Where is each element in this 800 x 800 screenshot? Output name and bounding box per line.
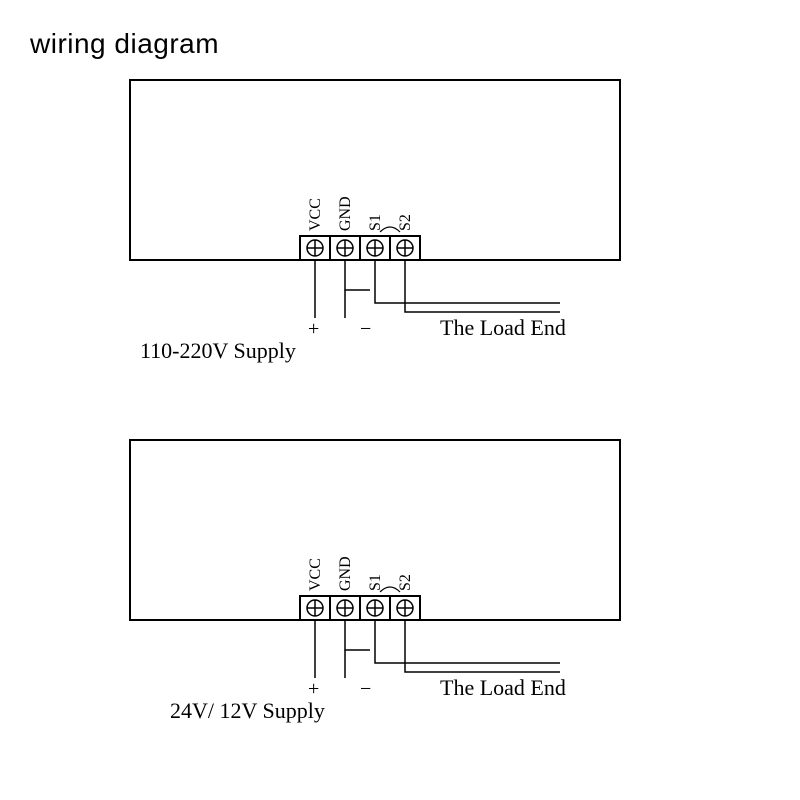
device-box: [130, 440, 620, 620]
screw-icon: [367, 600, 383, 616]
terminal-label: GND: [337, 556, 354, 591]
terminal-label: S2: [397, 574, 414, 591]
screw-icon: [397, 240, 413, 256]
screw-icon: [307, 600, 323, 616]
terminal-label: GND: [337, 196, 354, 231]
wires: [315, 260, 560, 318]
terminal-label: VCC: [307, 198, 324, 231]
wires: [315, 620, 560, 678]
wiring-diagram-1: VCC GND S1 S2 + − 110-220V Supply The Lo…: [0, 60, 800, 400]
terminal-block: VCC GND S1 S2: [300, 196, 420, 260]
load-label: The Load End: [440, 675, 566, 700]
terminal-label: S2: [397, 214, 414, 231]
device-box: [130, 80, 620, 260]
wiring-diagram-2: VCC GND S1 S2 + − 24V/ 12V Supply The Lo…: [0, 420, 800, 760]
supply-label: 24V/ 12V Supply: [170, 698, 325, 723]
load-label: The Load End: [440, 315, 566, 340]
minus-label: −: [360, 678, 371, 700]
terminal-label: S1: [367, 214, 384, 231]
screw-icon: [307, 240, 323, 256]
screw-icon: [397, 600, 413, 616]
page-title: wiring diagram: [30, 28, 219, 60]
page-title-text: wiring diagram: [30, 28, 219, 59]
terminal-label: S1: [367, 574, 384, 591]
screw-icon: [337, 240, 353, 256]
minus-label: −: [360, 318, 371, 340]
supply-label: 110-220V Supply: [140, 338, 296, 363]
terminal-label: VCC: [307, 558, 324, 591]
plus-label: +: [308, 678, 319, 700]
plus-label: +: [308, 318, 319, 340]
screw-icon: [337, 600, 353, 616]
terminal-block: VCC GND S1 S2: [300, 556, 420, 620]
screw-icon: [367, 240, 383, 256]
